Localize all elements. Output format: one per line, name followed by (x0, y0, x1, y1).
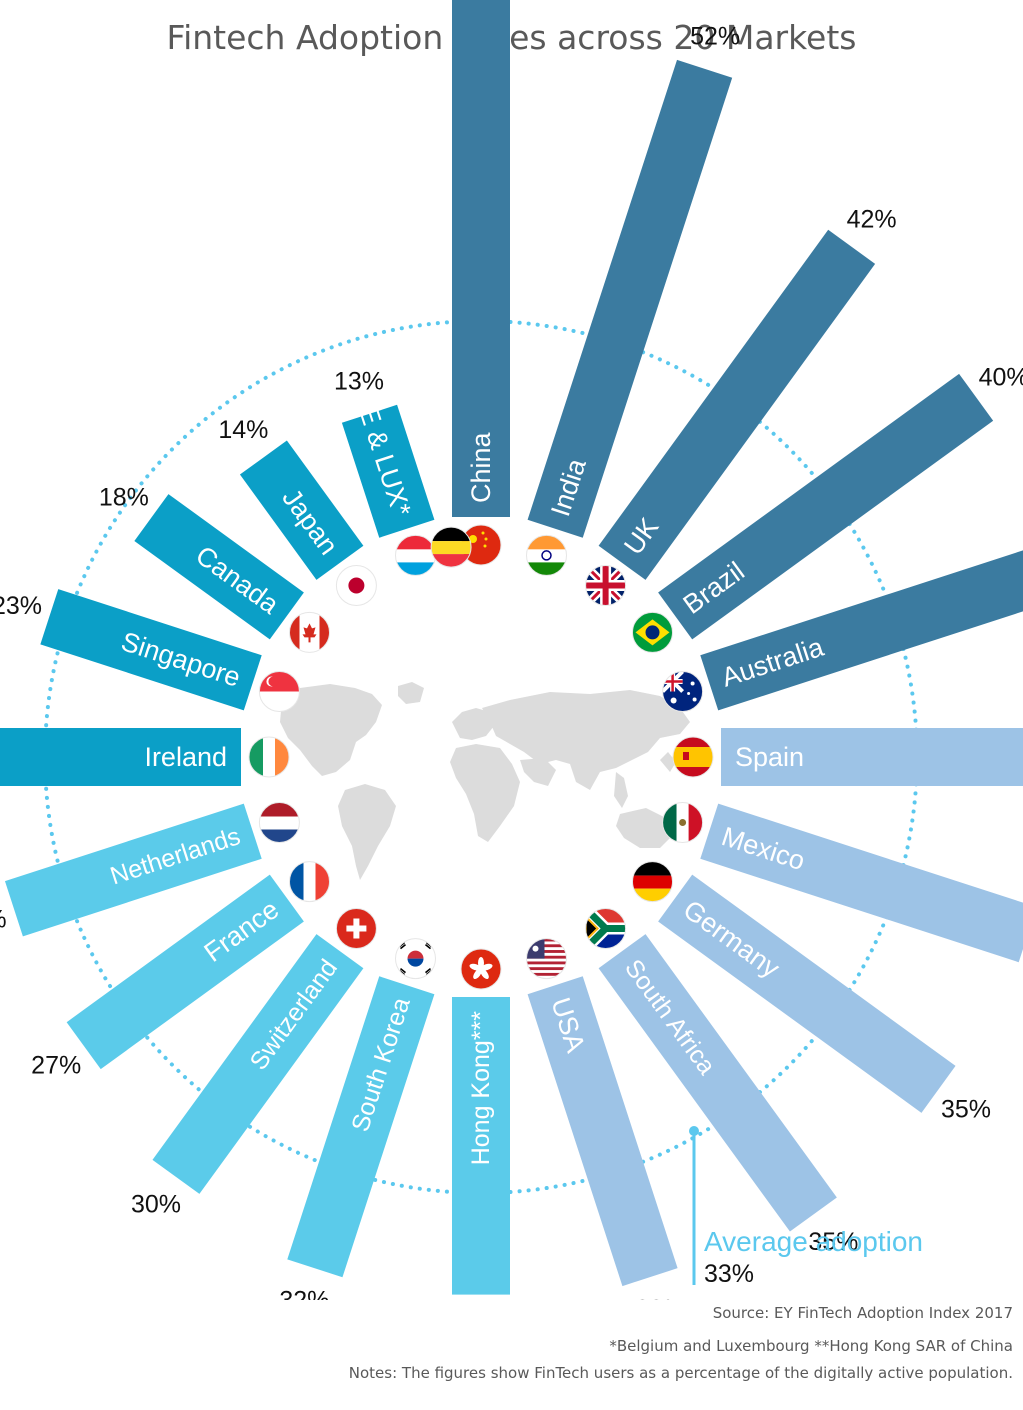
average-value: 33% (704, 1260, 754, 1288)
netherlands-flag-icon (258, 802, 300, 843)
bar-south-korea (287, 976, 435, 1278)
bar-singapore (40, 589, 262, 711)
bar-japan (239, 440, 364, 580)
bar-south-africa (598, 934, 837, 1232)
value-label-usa: 33% (635, 1296, 685, 1301)
value-label-france: 27% (31, 1052, 81, 1080)
india-flag-icon (526, 534, 567, 576)
value-label-japan: 14% (218, 416, 268, 444)
bar-netherlands (4, 803, 262, 937)
bar-switzerland (152, 934, 364, 1194)
value-label-brazil: 40% (979, 363, 1023, 391)
canada-flag-icon (289, 611, 330, 653)
uk-flag-icon (585, 565, 627, 606)
bar-france (66, 874, 304, 1070)
south-africa-flag-icon (585, 908, 627, 949)
singapore-flag-icon (258, 671, 300, 712)
usa-flag-icon (526, 938, 567, 980)
value-label-switzerland: 30% (131, 1190, 181, 1218)
hong-kong-flag-icon (460, 948, 502, 990)
bar-be-lux (341, 404, 435, 538)
belgium-flag-icon (430, 526, 472, 568)
japan-flag-icon (335, 565, 377, 606)
value-label-be-lux: 13% (334, 367, 384, 395)
australia-flag-icon (662, 671, 704, 712)
value-label-south-africa: 35% (808, 1228, 858, 1256)
china-flag-icon (460, 524, 502, 566)
category-label-spain: Spain (735, 742, 804, 772)
value-label-uk: 42% (847, 205, 897, 233)
bar-china (452, 0, 510, 517)
radial-bar-chart: China69%India52%UK42%Brazil40%Australia3… (0, 0, 1023, 1300)
category-label-ireland: Ireland (144, 742, 227, 772)
value-label-india: 52% (690, 23, 740, 51)
bar-usa (527, 976, 678, 1287)
switzerland-flag-icon (335, 908, 377, 949)
brazil-flag-icon (632, 611, 673, 653)
bar-brazil (658, 373, 994, 640)
value-label-germany: 35% (941, 1095, 991, 1123)
source-note: Source: EY FinTech Adoption Index 2017 (712, 1304, 1013, 1322)
spain-flag-icon (672, 736, 714, 778)
bar-australia (700, 548, 1023, 711)
germany-flag-icon (632, 861, 673, 903)
value-label-south-korea: 32% (279, 1287, 329, 1300)
chart-title: Fintech Adoption Rates across 20 Markets (166, 18, 857, 57)
footnote: *Belgium and Luxembourg **Hong Kong SAR … (609, 1337, 1013, 1355)
average-label: Average adoption (704, 1226, 923, 1257)
bar-germany (658, 874, 956, 1113)
category-label-hong-kong: Hong Kong*** (467, 1011, 495, 1166)
bar-canada (134, 494, 304, 640)
france-flag-icon (289, 861, 330, 903)
mexico-flag-icon (662, 802, 704, 843)
bar-spain (721, 728, 1023, 786)
world-map-icon (280, 682, 690, 880)
category-label-china: China (466, 431, 496, 503)
bar-india (527, 59, 733, 538)
south-korea-flag-icon (395, 938, 436, 980)
ireland-flag-icon (248, 736, 290, 778)
value-label-singapore: 23% (0, 592, 42, 620)
value-label-netherlands: 27% (0, 905, 7, 933)
bar-mexico (700, 803, 1023, 963)
bar-hong-kong (452, 997, 510, 1295)
bar-uk (598, 229, 876, 580)
luxembourg-flag-icon (395, 534, 436, 576)
value-label-canada: 18% (99, 484, 149, 512)
notes: Notes: The figures show FinTech users as… (348, 1364, 1013, 1382)
average-dot (689, 1126, 699, 1136)
bar-ireland (0, 728, 241, 786)
